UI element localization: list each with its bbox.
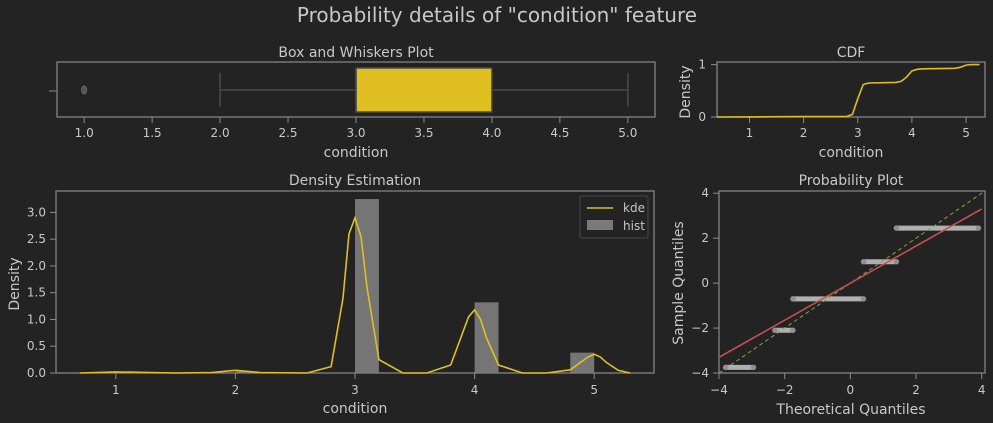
- density-legend: kde hist: [579, 195, 649, 239]
- density-xtick-label: 1: [112, 383, 120, 397]
- prob-xtick-label: 2: [912, 383, 920, 397]
- prob-point: [860, 258, 867, 265]
- prob-point: [722, 364, 729, 371]
- box-iqr: [355, 67, 493, 113]
- cdf-panel: CDF condition Density 1 2 3 4 5 0 1: [678, 45, 986, 161]
- density-ylabel: Density: [7, 257, 23, 310]
- probability-plot-ylabel: Sample Quantiles: [671, 221, 687, 344]
- box-xtick-label: 4.5: [550, 126, 569, 140]
- box-xtick-label: 3.5: [414, 126, 433, 140]
- prob-xtick-label: −4: [710, 383, 728, 397]
- probability-plot-title: Probability Plot: [799, 173, 904, 189]
- density-xtick-label: 5: [590, 383, 598, 397]
- cdf-ytick-label: 1: [698, 58, 706, 72]
- box-xtick-label: 1.5: [143, 126, 162, 140]
- cdf-xtick-label: 2: [800, 126, 808, 140]
- probability-plot-panel: Probability Plot Theoretical Quantiles S…: [671, 173, 986, 418]
- density-xtick-label: 2: [232, 383, 240, 397]
- density-xtick-label: 4: [471, 383, 479, 397]
- box-plot-xlabel: condition: [324, 145, 389, 161]
- density-ytick-label: 0.5: [27, 339, 46, 353]
- box-xtick-label: 2.5: [278, 126, 297, 140]
- box-xtick-label: 3.0: [346, 126, 365, 140]
- density-ytick-label: 1.5: [27, 286, 46, 300]
- prob-point: [790, 296, 796, 302]
- density-panel: Density Estimation condition Density kde…: [7, 173, 655, 417]
- density-xlabel: condition: [323, 401, 388, 417]
- prob-xtick-label: −2: [776, 383, 794, 397]
- prob-ytick-label: 4: [701, 186, 709, 200]
- prob-point: [750, 364, 757, 371]
- density-ytick-label: 3.0: [27, 205, 46, 219]
- prob-point: [772, 327, 778, 334]
- cdf-frame: [716, 61, 986, 118]
- density-kde-line: [79, 215, 631, 374]
- cdf-xtick-label: 3: [854, 126, 862, 140]
- density-title: Density Estimation: [289, 173, 421, 189]
- legend-kde-label: kde: [623, 201, 645, 215]
- box-xtick-label: 1.0: [75, 126, 94, 140]
- box-plot-title: Box and Whiskers Plot: [278, 45, 434, 61]
- cdf-xtick-label: 1: [746, 126, 754, 140]
- density-xtick-label: 3: [351, 383, 359, 397]
- figure-suptitle: Probability details of "condition" featu…: [297, 3, 697, 27]
- box-xtick-label: 5.0: [618, 126, 637, 140]
- density-ytick-label: 0.0: [27, 366, 46, 380]
- box-xtick-label: 2.0: [211, 126, 230, 140]
- prob-ytick-label: −2: [691, 321, 709, 335]
- legend-hist-swatch: [587, 220, 613, 230]
- prob-xtick-label: 0: [847, 383, 855, 397]
- cdf-xlabel: condition: [819, 145, 884, 161]
- density-ytick-label: 2.0: [27, 259, 46, 273]
- prob-ytick-label: −4: [691, 366, 709, 380]
- prob-point: [975, 225, 982, 231]
- cdf-line: [716, 63, 980, 118]
- prob-xtick-label: 4: [978, 383, 986, 397]
- probability-plot-xlabel: Theoretical Quantiles: [775, 402, 925, 418]
- box-outlier: [81, 85, 88, 95]
- box-plot-panel: Box and Whiskers Plot condition 1.0 1.5 2.…: [49, 45, 656, 161]
- density-ytick-label: 2.5: [27, 232, 46, 246]
- prob-point: [893, 258, 900, 265]
- prob-ytick-label: 2: [701, 231, 709, 245]
- prob-point: [860, 296, 867, 302]
- cdf-ytick-label: 0: [698, 110, 706, 124]
- legend-hist-label: hist: [623, 219, 645, 233]
- prob-point: [790, 327, 796, 334]
- box-xtick-label: 4.0: [482, 126, 501, 140]
- cdf-title: CDF: [837, 45, 866, 61]
- cdf-xtick-label: 4: [908, 126, 916, 140]
- prob-ytick-label: 0: [701, 276, 709, 290]
- prob-point: [893, 225, 900, 231]
- density-ytick-label: 1.0: [27, 312, 46, 326]
- prob-fit-line: [718, 208, 983, 358]
- probability-plot-frame: [718, 190, 986, 374]
- cdf-xtick-label: 5: [962, 126, 970, 140]
- cdf-ylabel: Density: [678, 65, 694, 118]
